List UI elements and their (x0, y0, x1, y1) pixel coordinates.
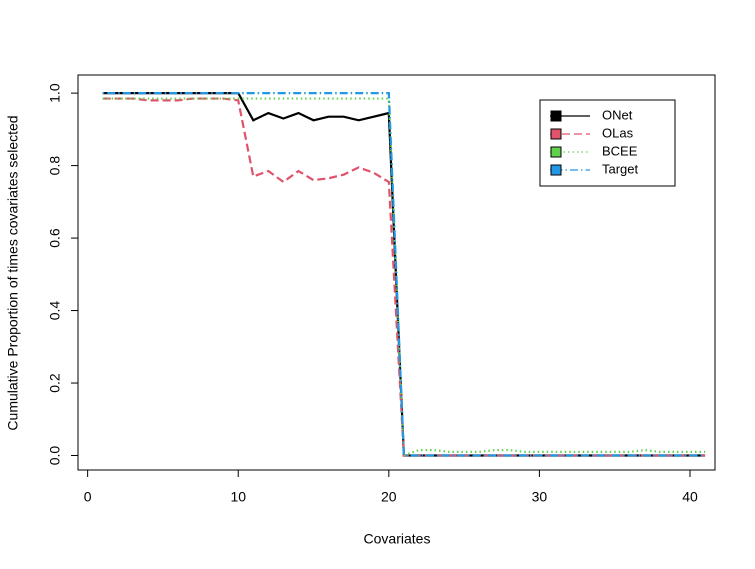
x-axis-label: Covariates (364, 531, 431, 547)
legend-label: OLas (602, 125, 634, 140)
legend-label: Target (602, 161, 639, 176)
x-tick-label: 10 (230, 489, 246, 505)
x-tick-label: 20 (381, 489, 397, 505)
y-tick-label: 0.8 (47, 156, 63, 176)
legend-swatch (550, 128, 562, 140)
legend-label: ONet (602, 107, 633, 122)
y-tick-label: 0.2 (47, 373, 63, 393)
legend-swatch (550, 146, 562, 158)
y-axis-label: Cumulative Proportion of times covariate… (5, 115, 21, 430)
y-tick-label: 0.6 (47, 228, 63, 248)
series-line (102, 92, 706, 457)
legend-swatch (550, 164, 562, 176)
y-tick-label: 0.4 (47, 301, 63, 321)
legend-label: BCEE (602, 143, 638, 158)
x-tick-label: 30 (532, 489, 548, 505)
x-tick-label: 0 (84, 489, 92, 505)
legend-swatch (550, 110, 562, 122)
x-tick-label: 40 (682, 489, 698, 505)
y-tick-label: 0.0 (47, 446, 63, 466)
series-line (102, 97, 706, 458)
legend: ONet OLas BCEE Target (539, 99, 676, 187)
y-tick-label: 1.0 (47, 83, 63, 103)
legend-box (539, 99, 676, 187)
